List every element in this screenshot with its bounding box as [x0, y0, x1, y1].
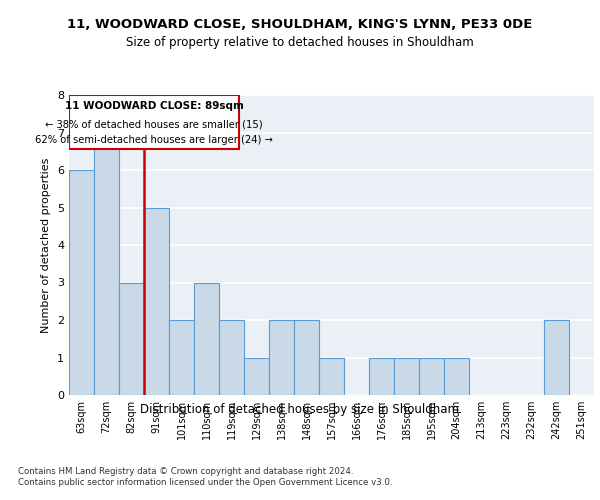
Bar: [269, 320, 294, 395]
Bar: [119, 282, 144, 395]
Bar: [294, 320, 319, 395]
Bar: [144, 208, 169, 395]
Text: 11 WOODWARD CLOSE: 89sqm: 11 WOODWARD CLOSE: 89sqm: [65, 100, 244, 110]
Bar: [94, 132, 119, 395]
Bar: [69, 95, 239, 150]
Bar: [394, 358, 419, 395]
Text: Size of property relative to detached houses in Shouldham: Size of property relative to detached ho…: [126, 36, 474, 49]
Bar: [444, 358, 469, 395]
Text: 62% of semi-detached houses are larger (24) →: 62% of semi-detached houses are larger (…: [35, 135, 273, 145]
Text: Contains HM Land Registry data © Crown copyright and database right 2024.
Contai: Contains HM Land Registry data © Crown c…: [18, 468, 392, 487]
Bar: [544, 320, 569, 395]
Bar: [169, 320, 194, 395]
Text: ← 38% of detached houses are smaller (15): ← 38% of detached houses are smaller (15…: [45, 120, 263, 130]
Bar: [219, 320, 244, 395]
Bar: [319, 358, 344, 395]
Bar: [419, 358, 444, 395]
Y-axis label: Number of detached properties: Number of detached properties: [41, 158, 52, 332]
Bar: [369, 358, 394, 395]
Bar: [194, 282, 219, 395]
Text: 11, WOODWARD CLOSE, SHOULDHAM, KING'S LYNN, PE33 0DE: 11, WOODWARD CLOSE, SHOULDHAM, KING'S LY…: [67, 18, 533, 30]
Text: Distribution of detached houses by size in Shouldham: Distribution of detached houses by size …: [140, 402, 460, 415]
Bar: [244, 358, 269, 395]
Bar: [69, 170, 94, 395]
